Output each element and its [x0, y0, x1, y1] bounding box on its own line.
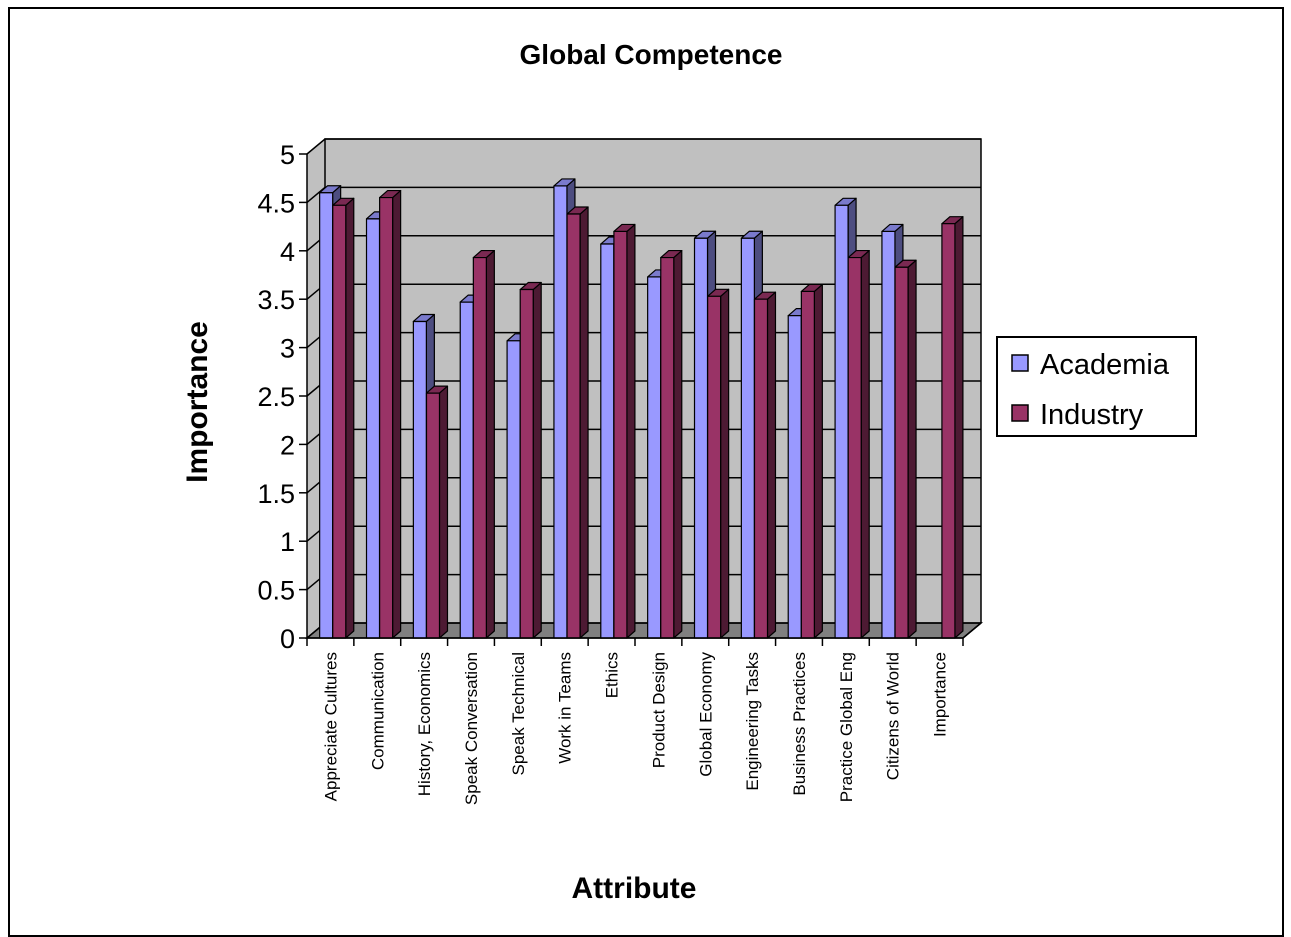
y-tick-label: 3: [280, 334, 295, 364]
x-tick-label: Speak Technical: [509, 652, 528, 776]
legend-box: [996, 336, 1197, 437]
legend: Academia Industry: [996, 336, 1197, 437]
x-axis-depth-line: [962, 622, 982, 639]
x-tick-label: Work in Teams: [556, 652, 575, 764]
y-tick-label: 4.5: [257, 188, 295, 218]
bar-industry: [332, 197, 355, 639]
x-tick-label: Product Design: [649, 652, 668, 768]
y-tick-label: 1: [280, 527, 295, 557]
bar-industry: [566, 206, 589, 639]
y-tick-label: 0.5: [257, 576, 295, 606]
y-tick-label: 2: [280, 430, 295, 460]
legend-label-academia: Academia: [1040, 349, 1170, 381]
x-tick-label: Citizens of World: [884, 652, 903, 780]
x-tick-label: Practice Global Eng: [837, 652, 856, 802]
x-tick-label: Ethics: [603, 652, 622, 698]
bar-industry: [847, 249, 870, 639]
y-tick-label: 3.5: [257, 285, 295, 315]
y-tick-label: 0: [280, 624, 295, 654]
bar-industry: [753, 291, 777, 639]
bar-industry: [941, 216, 964, 639]
y-tick-label: 1.5: [257, 479, 295, 509]
x-tick-label: Engineering Tasks: [743, 652, 762, 791]
legend-label-industry: Industry: [1040, 399, 1144, 431]
bar-industry: [707, 288, 730, 639]
plot-back-wall: [307, 139, 981, 638]
x-tick-label: Speak Conversation: [462, 652, 481, 805]
x-axis-title: Attribute: [572, 872, 697, 905]
legend-swatch-industry: [1011, 404, 1029, 422]
x-tick-label: History, Economics: [415, 652, 434, 796]
x-tick-label: Appreciate Cultures: [321, 652, 340, 801]
bar-industry: [894, 259, 917, 639]
bar-industry: [613, 223, 636, 639]
y-tick-label: 4: [280, 237, 295, 267]
bar-industry: [379, 189, 402, 639]
bar-industry: [800, 283, 823, 639]
bar-industry: [660, 249, 683, 639]
y-axis-title: Importance: [181, 321, 214, 483]
bar-industry: [472, 249, 495, 639]
x-tick-label: Business Practices: [790, 652, 809, 796]
x-tick-label: Global Economy: [696, 652, 715, 777]
y-tick-label: 2.5: [257, 382, 295, 412]
y-tick-label: 5: [280, 140, 295, 170]
chart-title: Global Competence: [520, 39, 783, 70]
plot-floor: [304, 622, 984, 639]
x-tick-label: Importance: [931, 652, 950, 737]
bar-industry: [519, 281, 542, 639]
bar-industry: [425, 385, 449, 639]
legend-swatch-academia: [1011, 354, 1029, 372]
x-tick-label: Communication: [368, 652, 387, 770]
